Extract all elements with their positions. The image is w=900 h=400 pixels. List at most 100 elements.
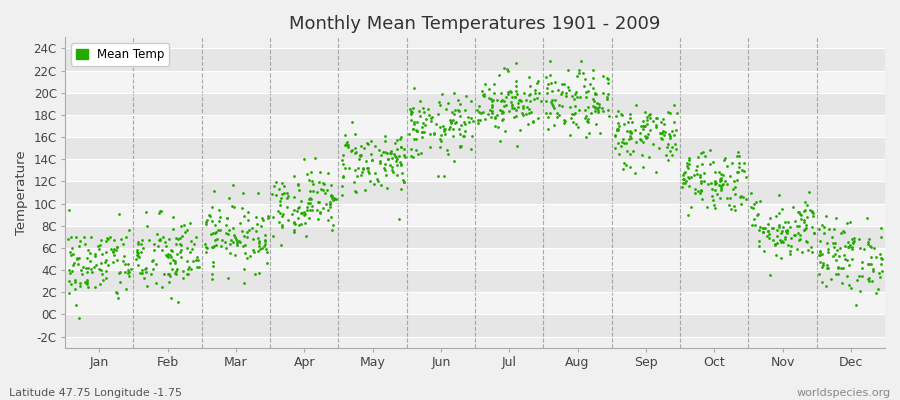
Point <box>427 131 441 138</box>
Point <box>669 146 683 152</box>
Point <box>259 246 274 252</box>
Point <box>362 170 376 176</box>
Point <box>804 244 818 250</box>
Point <box>820 261 834 268</box>
Point <box>208 237 222 244</box>
Point <box>641 131 655 138</box>
Point <box>681 173 696 180</box>
Point <box>649 122 663 128</box>
Point <box>389 154 403 161</box>
Point <box>770 239 784 246</box>
Point <box>457 121 472 128</box>
Point <box>707 178 722 184</box>
Point <box>140 223 154 230</box>
Point <box>681 154 696 161</box>
Point <box>636 138 651 145</box>
Point <box>579 133 593 140</box>
Point <box>356 165 370 171</box>
Point <box>829 271 843 277</box>
Point <box>819 282 833 289</box>
Point <box>273 202 287 208</box>
Point <box>778 219 793 226</box>
Point <box>590 104 604 111</box>
Point <box>156 247 170 253</box>
Point <box>778 228 793 234</box>
Point <box>457 133 472 140</box>
Point <box>304 169 319 175</box>
Point <box>410 128 425 134</box>
Point <box>269 179 284 186</box>
Point <box>388 140 402 147</box>
Point <box>157 233 171 240</box>
Point <box>523 90 537 97</box>
Bar <box>65 292 885 314</box>
Point <box>335 157 349 163</box>
Point <box>324 192 338 199</box>
Point <box>286 173 301 180</box>
Point <box>188 257 202 263</box>
Point <box>847 235 861 242</box>
Point <box>582 81 597 87</box>
Point <box>768 240 782 247</box>
Point <box>79 254 94 261</box>
Point <box>580 88 595 94</box>
Point <box>780 229 795 236</box>
Point <box>481 111 495 117</box>
Point <box>747 200 761 207</box>
Point <box>693 171 707 178</box>
Point <box>378 133 392 139</box>
Point <box>687 172 701 178</box>
Point <box>640 120 654 127</box>
Point <box>252 240 266 246</box>
Point <box>862 236 877 242</box>
Point <box>175 233 189 240</box>
Point <box>339 141 354 147</box>
Point <box>76 233 91 240</box>
Point <box>433 136 447 142</box>
Point <box>493 90 508 96</box>
Point <box>356 169 370 176</box>
Point <box>501 91 516 97</box>
Point <box>175 222 189 229</box>
Point <box>518 90 532 96</box>
Point <box>875 268 889 274</box>
Point <box>541 114 555 120</box>
Point <box>484 108 499 114</box>
Point <box>620 128 634 134</box>
Point <box>774 239 788 245</box>
Point <box>766 236 780 243</box>
Point <box>675 184 689 190</box>
Point <box>611 126 625 132</box>
Point <box>213 227 228 233</box>
Point <box>800 238 814 245</box>
Point <box>490 112 504 119</box>
Point <box>821 265 835 272</box>
Point <box>482 86 496 92</box>
Point <box>130 246 144 253</box>
Point <box>274 195 288 202</box>
Point <box>600 96 615 102</box>
Point <box>875 256 889 262</box>
Point <box>628 170 643 176</box>
Point <box>447 106 462 113</box>
Point <box>162 279 176 286</box>
Point <box>580 94 594 100</box>
Point <box>842 242 857 248</box>
Bar <box>65 159 885 182</box>
Point <box>94 237 108 244</box>
Point <box>552 102 566 108</box>
Point <box>617 140 632 146</box>
Point <box>596 108 610 114</box>
Point <box>488 123 502 130</box>
Point <box>769 213 783 220</box>
Point <box>94 251 109 257</box>
Point <box>403 153 418 159</box>
Point <box>787 231 801 238</box>
Point <box>118 269 132 275</box>
Point <box>588 90 602 96</box>
Point <box>796 227 811 234</box>
Point <box>101 236 115 242</box>
Point <box>222 241 237 248</box>
Point <box>801 247 815 253</box>
Point <box>160 251 175 258</box>
